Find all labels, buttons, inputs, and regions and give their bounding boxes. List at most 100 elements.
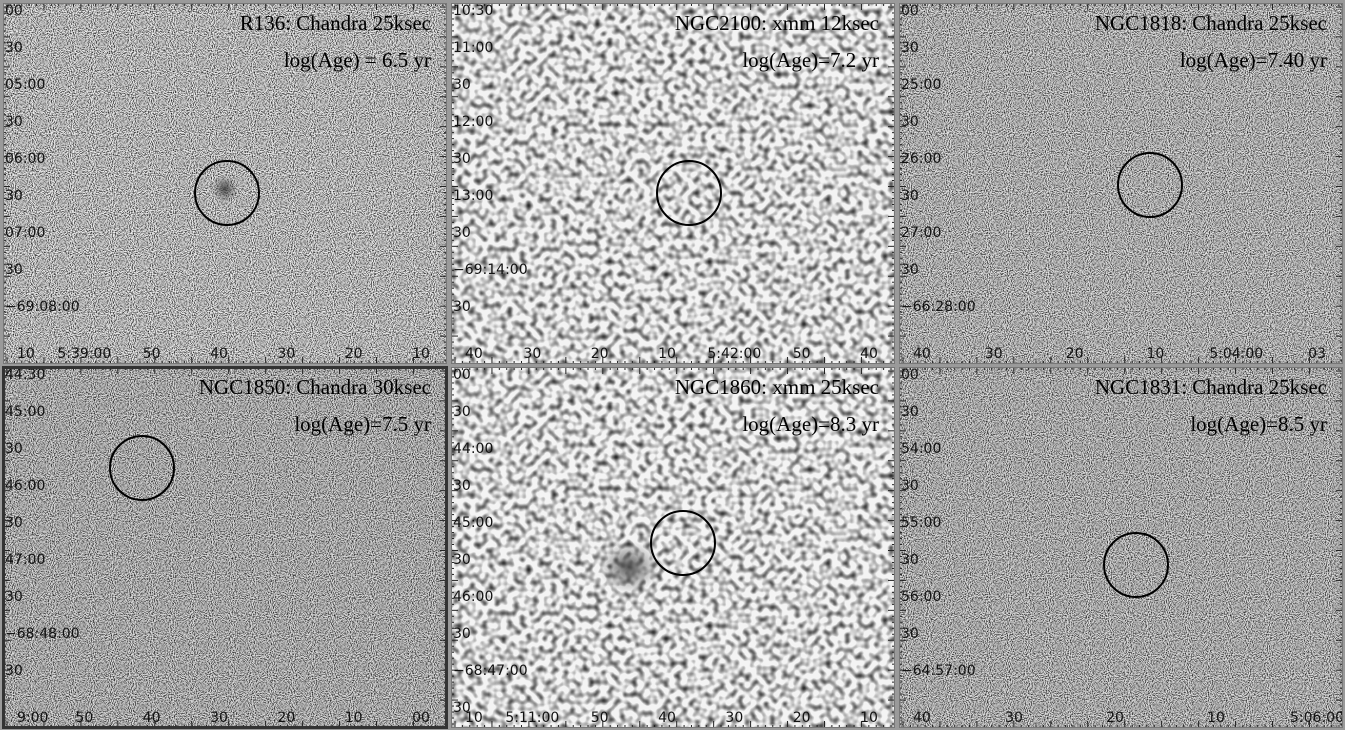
y-tick-label: 46:00	[453, 589, 493, 605]
x-tick-label: 20	[345, 346, 363, 362]
x-tick-label: 40	[143, 710, 161, 726]
x-tick-label: 30	[725, 710, 743, 726]
y-tick-label: 47:00	[5, 552, 45, 568]
y-tick-label: 12:00	[453, 114, 493, 130]
x-tick-label: 20	[277, 710, 295, 726]
y-tick-label: −68:48:00	[5, 626, 80, 642]
y-tick-label: 30	[901, 478, 919, 494]
x-tick-label: 5:06:00	[1290, 710, 1344, 726]
y-tick-label: 26:00	[901, 151, 941, 167]
x-tick-label: 00	[412, 710, 430, 726]
y-tick-label: 30	[901, 626, 919, 642]
x-tick-label: 40	[210, 346, 228, 362]
x-tick-label: 50	[143, 346, 161, 362]
x-tick-label: 20	[591, 346, 609, 362]
x-tick-label: 40	[860, 346, 878, 362]
y-tick-label: 30	[5, 114, 23, 130]
y-tick-label: −69:08:00	[5, 299, 80, 315]
y-tick-label: 30	[5, 515, 23, 531]
y-tick-label: 30	[5, 589, 23, 605]
panel: NGC2100: xmm 12ksec log(Age)=7.2 yr 10:30 1…	[451, 3, 895, 364]
x-tick-label: 03	[1308, 346, 1326, 362]
y-tick-label: 45:00	[5, 404, 45, 420]
y-tick-label: 10:30	[453, 3, 493, 19]
panel: NGC1850: Chandra 30ksec log(Age)=7.5 yr 44…	[3, 367, 447, 728]
y-tick-label: 30	[453, 77, 471, 93]
y-tick-label: 06:00	[5, 151, 45, 167]
y-tick-label: 25:00	[901, 77, 941, 93]
x-tick-label: 9:00	[17, 710, 48, 726]
y-tick-label: −64:57:00	[901, 663, 976, 679]
x-tick-label: 10	[1207, 710, 1225, 726]
panel: NGC1831: Chandra 25kseclog(Age)=8.5 yr00…	[899, 367, 1344, 728]
y-tick-label: 30	[453, 478, 471, 494]
y-tick-label: 00	[901, 3, 919, 19]
x-tick-label: 30	[210, 710, 228, 726]
x-tick-label: 50	[793, 346, 811, 362]
y-tick-label: 30	[5, 188, 23, 204]
y-tick-label: 54:00	[901, 441, 941, 457]
y-tick-label: 56:00	[901, 589, 941, 605]
x-tick-label: 50	[591, 710, 609, 726]
y-tick-label: 30	[453, 552, 471, 568]
x-tick-label: 10	[658, 346, 676, 362]
y-tick-label: 30	[901, 188, 919, 204]
y-tick-label: 30	[453, 404, 471, 420]
y-tick-label: 55:00	[901, 515, 941, 531]
y-tick-label: 44:30	[5, 367, 45, 383]
panel-title: NGC1850: Chandra 30ksec	[199, 375, 431, 399]
y-tick-label: −66:28:00	[901, 299, 976, 315]
panel-age: log(Age)=7.2 yr	[742, 48, 879, 72]
source-blob	[211, 175, 239, 203]
x-tick-label: 30	[523, 346, 541, 362]
y-tick-label: 30	[5, 40, 23, 56]
panel-age: log(Age)=7.40 yr	[1180, 48, 1327, 72]
x-tick-label: 5:39:00	[57, 346, 111, 362]
y-tick-label: 46:00	[5, 478, 45, 494]
y-tick-label: 30	[901, 262, 919, 278]
y-tick-label: 30	[5, 663, 23, 679]
x-tick-label: 40	[465, 346, 483, 362]
y-tick-label: −68:47:00	[453, 663, 528, 679]
y-tick-label: 30	[453, 151, 471, 167]
panel-title: NGC2100: xmm 12ksec	[675, 11, 879, 35]
panel-age: log(Age) = 6.5 yr	[284, 48, 431, 72]
panel-age: log(Age)=8.3 yr	[742, 412, 879, 436]
x-tick-label: 30	[1005, 710, 1023, 726]
y-tick-label: −69:14:00	[453, 262, 528, 278]
x-tick-label: 5:42:00	[707, 346, 761, 362]
x-tick-label: 20	[1106, 710, 1124, 726]
y-tick-label: 11:00	[453, 40, 493, 56]
panel-title: NGC1860: xmm 25ksec	[675, 375, 879, 399]
x-tick-label: 5:04:00	[1209, 346, 1263, 362]
panel-title: NGC1831: Chandra 25ksec	[1095, 375, 1327, 399]
y-tick-label: 13:00	[453, 188, 493, 204]
y-tick-label: 30	[5, 262, 23, 278]
y-tick-label: 30	[5, 441, 23, 457]
y-tick-label: 05:00	[5, 77, 45, 93]
figure: R136: Chandra 25kseclog(Age) = 6.5 yr003…	[0, 0, 1345, 730]
x-tick-label: 10	[1146, 346, 1164, 362]
panel-age: log(Age)=8.5 yr	[1190, 412, 1327, 436]
y-tick-label: 27:00	[901, 225, 941, 241]
y-tick-label: 30	[901, 404, 919, 420]
x-tick-label: 20	[793, 710, 811, 726]
x-tick-label: 10	[465, 710, 483, 726]
x-tick-label: 10	[345, 710, 363, 726]
y-tick-label: 30	[453, 626, 471, 642]
panel-age: log(Age)=7.5 yr	[294, 412, 431, 436]
x-tick-label: 10	[17, 346, 35, 362]
x-tick-label: 50	[75, 710, 93, 726]
y-tick-label: 00	[5, 3, 23, 19]
x-tick-label: 40	[658, 710, 676, 726]
x-tick-label: 5:11:00	[505, 710, 559, 726]
y-tick-label: 30	[453, 225, 471, 241]
x-tick-label: 40	[913, 346, 931, 362]
y-tick-label: 07:00	[5, 225, 45, 241]
x-tick-label: 20	[1066, 346, 1084, 362]
source-blob	[599, 541, 659, 593]
y-tick-label: 45:00	[453, 515, 493, 531]
